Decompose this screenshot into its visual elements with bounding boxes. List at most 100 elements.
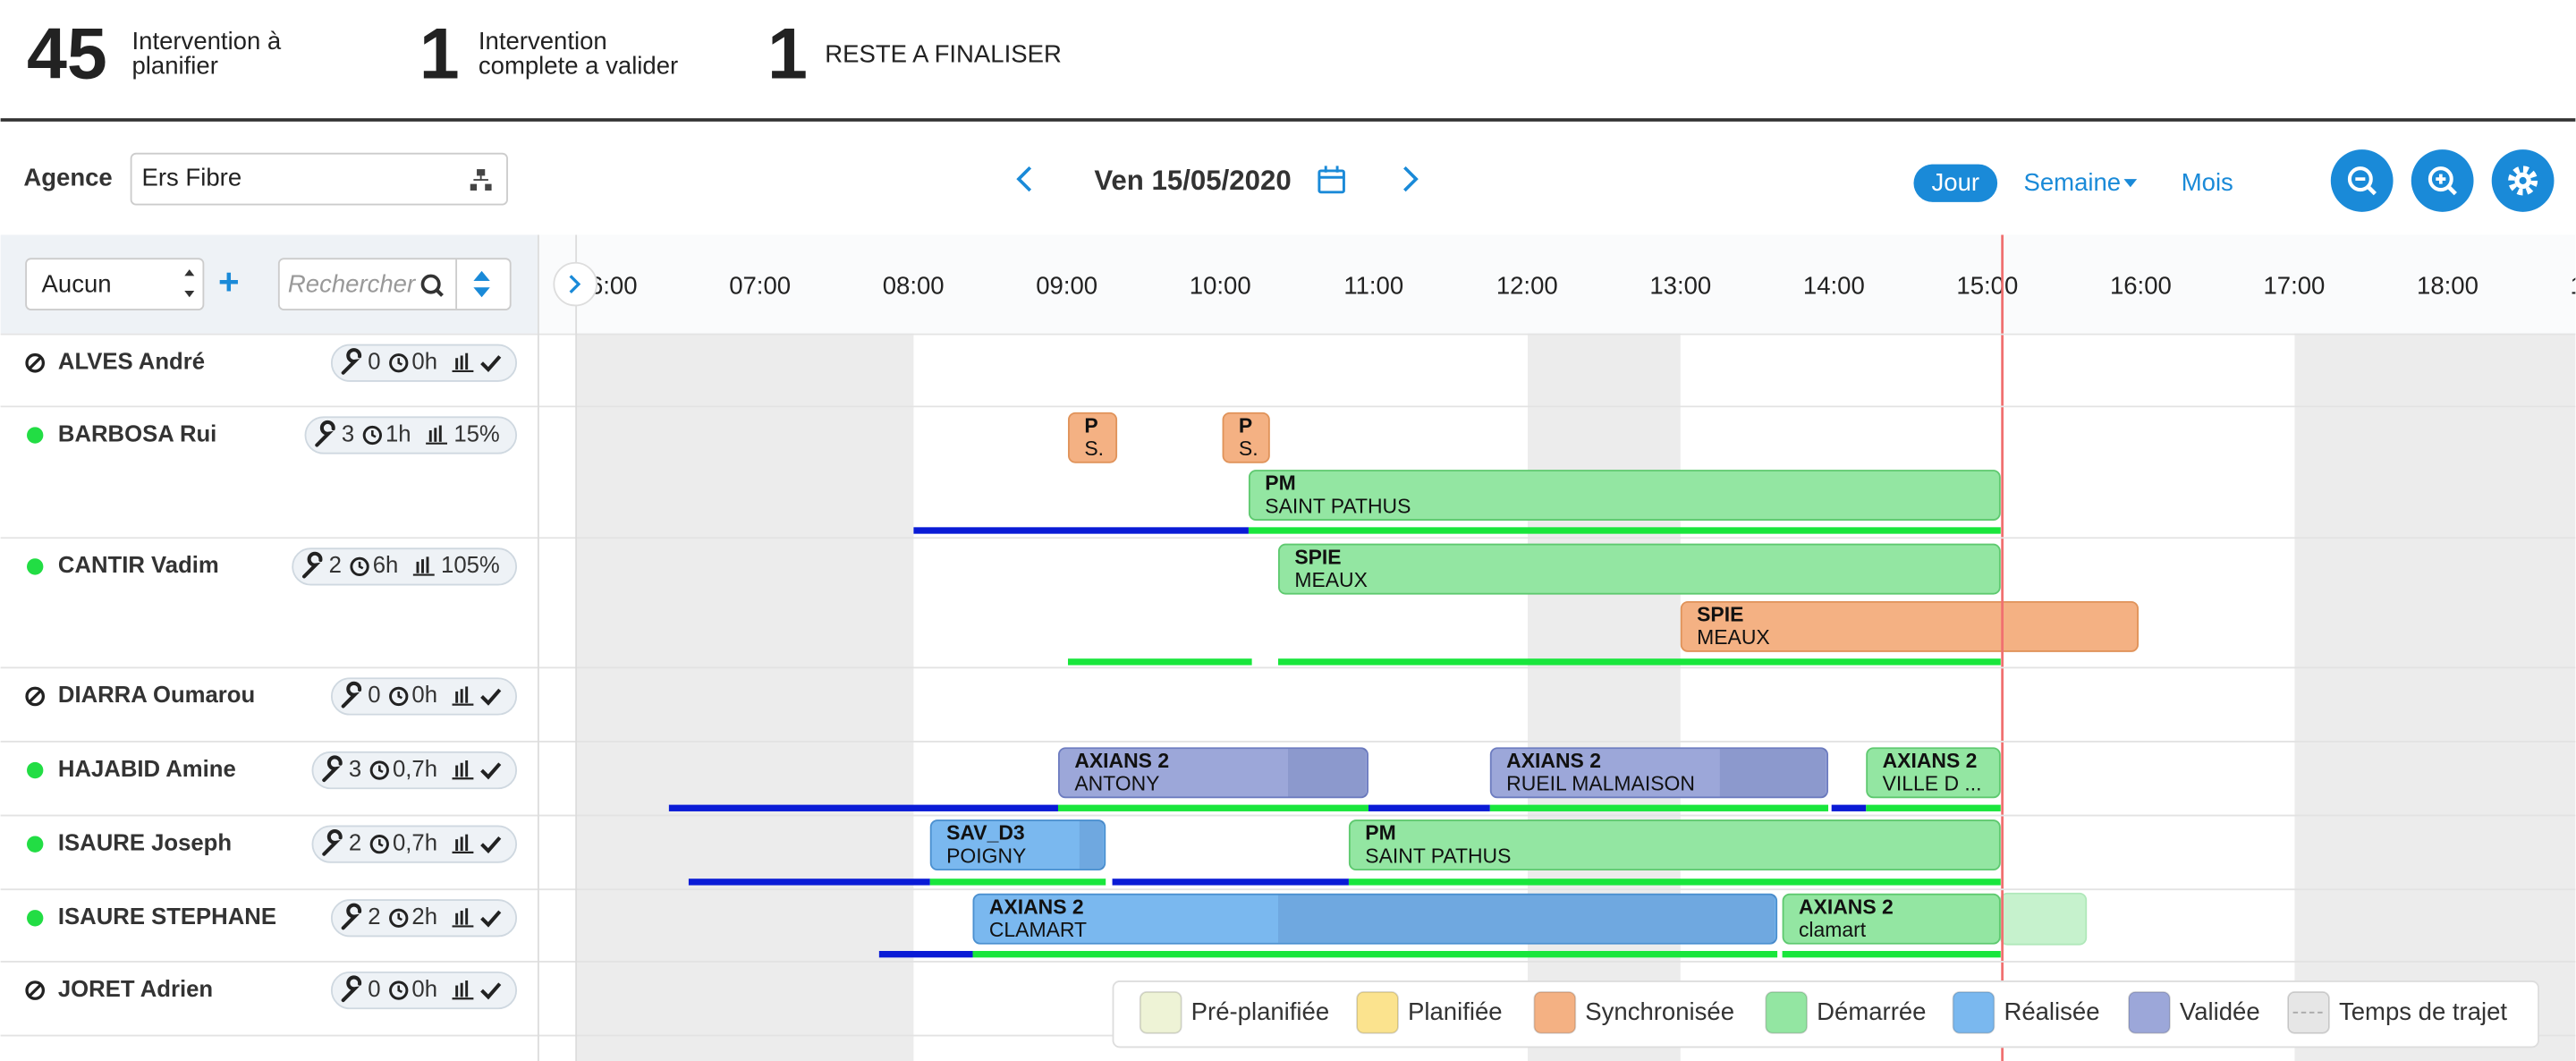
intervention-count: 0 <box>368 350 380 375</box>
stat-label: Intervention <box>479 27 607 55</box>
legend-swatch <box>1356 990 1399 1034</box>
sort-down[interactable] <box>473 287 490 298</box>
event[interactable] <box>1782 893 2001 945</box>
view-day[interactable]: Jour <box>1932 168 1980 196</box>
event[interactable] <box>1866 747 2001 799</box>
hour-label: 19:00 <box>2571 272 2576 300</box>
event-subtitle: S. <box>1084 437 1104 460</box>
event-subtitle: SAINT PATHUS <box>1365 844 1511 867</box>
timeline: 06:00 07:00 08:00 09:00 10:00 11:00 12:00 13:00… <box>577 234 2576 1061</box>
event-progress <box>1277 895 1775 943</box>
stat-label: RESTE A FINALISER <box>825 40 1062 68</box>
event[interactable] <box>1057 747 1368 799</box>
clock-icon <box>397 912 402 921</box>
next-day[interactable] <box>1403 166 1419 192</box>
event[interactable] <box>972 893 1778 945</box>
chart-icon <box>455 765 459 777</box>
org-icon <box>470 169 492 191</box>
clock-icon <box>378 765 384 774</box>
hour-label: 12:00 <box>1496 272 1558 300</box>
view-active[interactable] <box>1913 164 1998 202</box>
dropdown-caret <box>2123 179 2138 188</box>
hour-label: 09:00 <box>1036 272 1097 300</box>
agency-input[interactable] <box>130 152 508 206</box>
legend-swatch <box>2128 990 2171 1034</box>
event-title: SPIE <box>1294 545 1341 568</box>
work-track <box>972 950 1778 958</box>
intervention-count: 2 <box>349 830 361 855</box>
zoom-out[interactable] <box>2330 149 2394 212</box>
status-active <box>27 836 44 853</box>
travel-track <box>878 950 973 958</box>
chart-icon <box>465 352 469 370</box>
event-title: SPIE <box>1697 603 1743 626</box>
hour-label: 15:00 <box>1956 272 2018 300</box>
sort-up[interactable] <box>473 270 490 281</box>
travel-track <box>1368 804 1490 811</box>
load-value: 15% <box>453 421 499 446</box>
chart-icon <box>421 559 424 573</box>
event[interactable] <box>1489 747 1829 799</box>
chart-icon <box>465 834 469 852</box>
settings[interactable] <box>2491 149 2555 212</box>
clock-icon <box>389 980 409 1000</box>
event-title: P <box>1084 413 1097 437</box>
event[interactable] <box>1248 470 2001 521</box>
search-placeholder: Rechercher <box>288 270 417 298</box>
chart-icon <box>465 908 469 925</box>
event[interactable] <box>1222 412 1270 463</box>
legend-label: Démarrée <box>1817 997 1926 1025</box>
wrench-icon <box>322 829 343 856</box>
prev-day[interactable] <box>1016 166 1032 192</box>
legend-label: Réalisée <box>2004 997 2099 1025</box>
event[interactable] <box>1348 819 2001 871</box>
wrench-icon <box>341 975 362 1003</box>
view-month[interactable]: Mois <box>2182 168 2233 196</box>
group-select[interactable] <box>25 258 205 310</box>
status-inactive <box>25 352 46 373</box>
view-week[interactable]: Semaine <box>2023 168 2121 196</box>
event-progress <box>1288 749 1367 797</box>
hours-value: 0h <box>411 683 437 708</box>
event[interactable] <box>929 819 1106 871</box>
status-inactive <box>25 980 46 1000</box>
event-subtitle: SAINT PATHUS <box>1265 494 1411 517</box>
event-subtitle: RUEIL MALMAISON <box>1506 772 1695 795</box>
event-subtitle: MEAUX <box>1697 625 1770 649</box>
header-divider <box>0 118 2576 122</box>
legend-label: Synchronisée <box>1585 997 1734 1025</box>
intervention-count: 2 <box>329 553 342 578</box>
event-subtitle: S. <box>1239 437 1258 460</box>
stats-pill <box>292 547 518 586</box>
event-progress <box>1079 820 1104 870</box>
search-input[interactable] <box>277 258 512 310</box>
status-inactive <box>28 983 42 997</box>
status-inactive <box>28 689 42 704</box>
hour-label: 17:00 <box>2263 272 2325 300</box>
work-track <box>1489 804 1829 811</box>
hour-label: 08:00 <box>883 272 945 300</box>
calendar-icon[interactable] <box>1318 166 1345 194</box>
clock-icon <box>397 358 402 366</box>
travel-track <box>668 804 1058 811</box>
chart-icon <box>434 428 437 442</box>
clock-icon <box>350 556 369 577</box>
select-caret <box>184 269 195 276</box>
event[interactable] <box>1067 412 1118 463</box>
legend-label: Planifiée <box>1408 997 1503 1025</box>
intervention-count: 0 <box>368 683 380 708</box>
zoom-in[interactable] <box>2411 149 2474 212</box>
wrench-icon <box>315 420 335 447</box>
wrench-icon <box>322 755 343 783</box>
chart-icon <box>438 425 442 442</box>
chart-icon <box>455 358 459 370</box>
collapse-toggle[interactable] <box>553 261 597 307</box>
add-button[interactable]: + <box>218 260 240 301</box>
event[interactable] <box>1277 543 2001 595</box>
work-track <box>1248 527 2001 534</box>
event[interactable] <box>1680 600 2140 652</box>
clock-icon <box>389 908 409 928</box>
clock-icon <box>389 353 409 373</box>
hours-value: 0,7h <box>393 830 437 855</box>
event-title: PM <box>1265 471 1295 495</box>
